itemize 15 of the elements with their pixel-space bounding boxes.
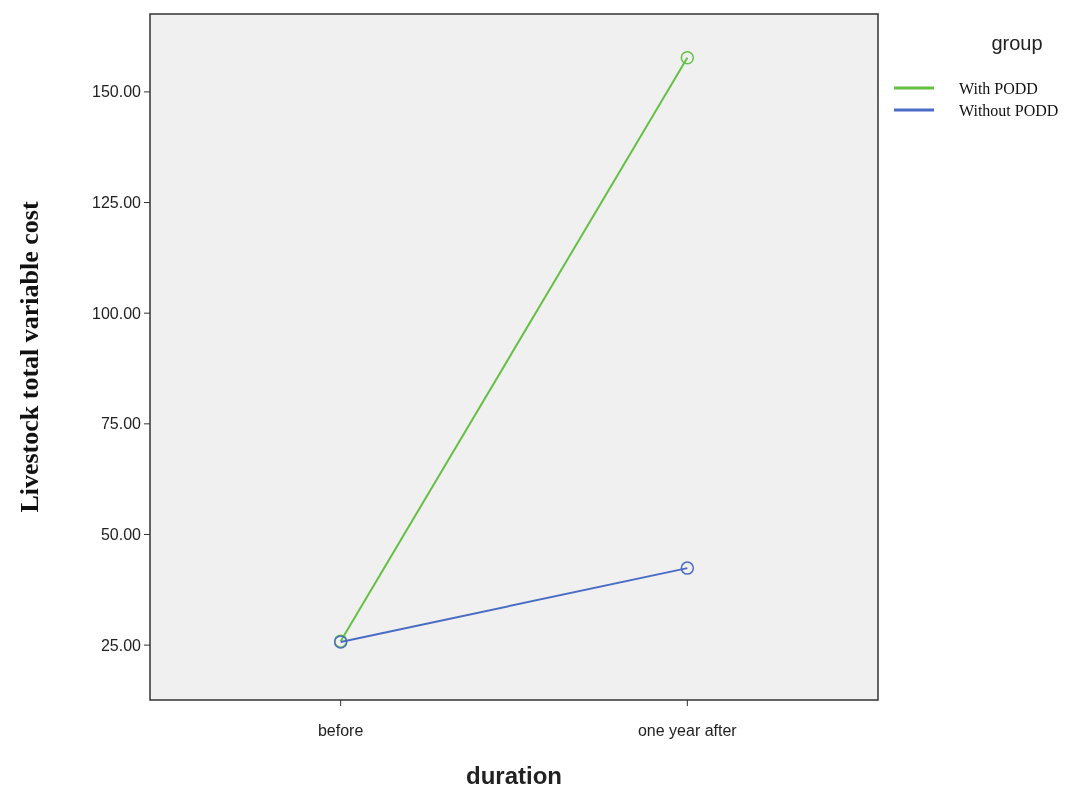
y-tick-label: 100.00 bbox=[92, 304, 142, 322]
x-tick-label: one year after bbox=[637, 722, 738, 739]
legend-label: With PODD bbox=[959, 79, 1038, 97]
y-tick-label: 125.00 bbox=[92, 194, 142, 212]
y-tick-label: 75.00 bbox=[100, 415, 142, 433]
y-tick-label: 150.00 bbox=[92, 83, 142, 101]
x-tick-label: before bbox=[317, 722, 364, 739]
y-axis-title: Livestock total variable cost bbox=[15, 201, 44, 513]
y-tick-label: 25.00 bbox=[100, 636, 142, 654]
x-axis-title: duration bbox=[466, 762, 562, 789]
legend-label: Without PODD bbox=[959, 101, 1059, 119]
point bbox=[680, 51, 695, 65]
point bbox=[680, 561, 695, 575]
y-tick-label: 50.00 bbox=[100, 526, 142, 544]
legend-title: group bbox=[991, 32, 1043, 54]
